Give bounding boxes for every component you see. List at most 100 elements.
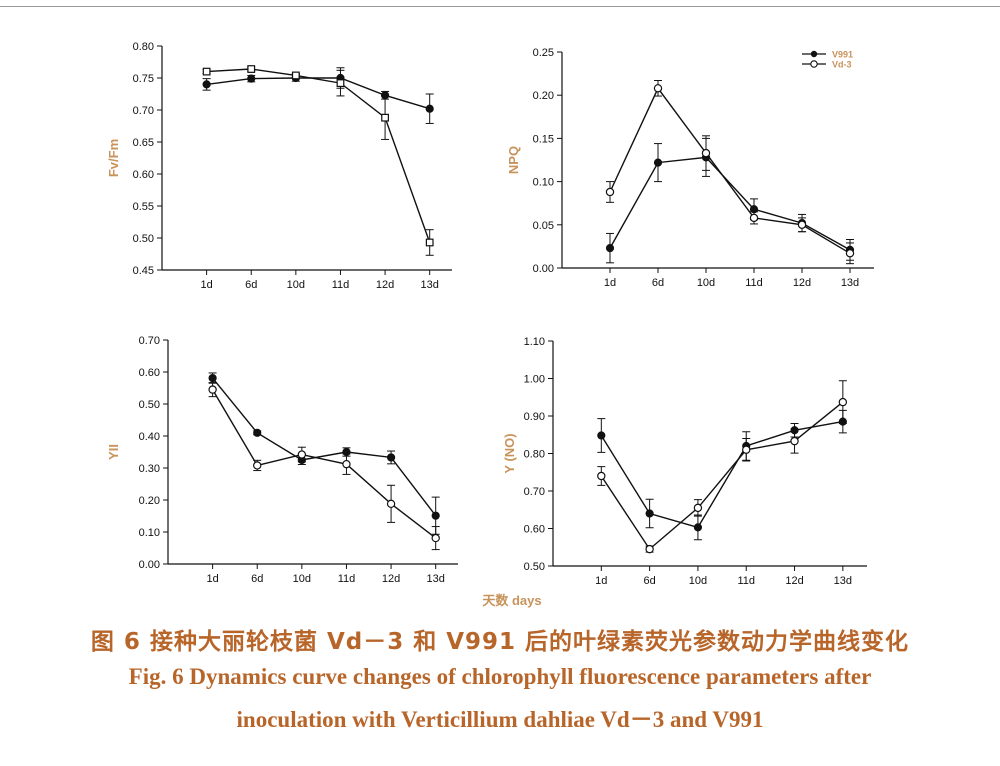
data-point-Vd-3: [291, 71, 300, 80]
y-tick-label: 0.60: [139, 367, 160, 379]
data-point-V991: [247, 74, 256, 83]
y-tick-label: 0.30: [139, 463, 160, 475]
data-point-Vd-3: [701, 148, 711, 158]
data-point-V991: [645, 509, 654, 518]
figure-panels: 0.45 0.50 0.55 0.60 0.65 0.70 0.75 0.80 1d 6d 10d 1…: [106, 41, 874, 608]
y-tick-label: 0.50: [524, 561, 545, 573]
y-tick-label: 0.60: [524, 524, 545, 536]
y-tick-label: 0.40: [139, 431, 160, 443]
data-point-Vd-3: [845, 249, 855, 258]
x-tick-label: 13d: [834, 575, 852, 587]
data-point-Vd-3: [431, 533, 440, 543]
y-tick-label: 0.80: [133, 41, 154, 53]
y-tick-label: 0.00: [533, 263, 554, 275]
chart-panel-bottom-right: 0.50 0.60 0.70 0.80 0.90 1.00 1.10 1d 6d 10d 11d 12…: [502, 336, 867, 587]
figure-caption-chinese: 图 6 接种大丽轮枝菌 Vd－3 和 V991 后的叶绿素荧光参数动力学曲线变化: [90, 629, 910, 655]
x-tick-label: 11d: [338, 573, 356, 585]
data-point-Vd-3: [645, 544, 654, 554]
y-axis-label: Fv/Fm: [106, 139, 121, 177]
x-tick-label: 11d: [737, 575, 755, 587]
x-tick-label: 10d: [287, 279, 305, 291]
x-tick-label: 13d: [841, 277, 859, 289]
top-rule: [0, 6, 1000, 7]
x-tick-label: 10d: [689, 575, 707, 587]
chart-panel-bottom-left: 0.00 0.10 0.20 0.30 0.40 0.50 0.60 0.70 1d 6d 10d 1…: [106, 335, 458, 585]
y-tick-label: 0.55: [133, 201, 154, 213]
x-tick-label: 11d: [745, 277, 763, 289]
y-axis-label: YII: [106, 444, 121, 460]
legend-marker: [810, 50, 818, 58]
data-point-Vd-3: [202, 67, 211, 76]
y-tick-label: 0.75: [133, 73, 154, 85]
data-point-V991: [386, 453, 396, 462]
data-point-Vd-3: [386, 499, 396, 509]
data-point-V991: [253, 428, 262, 437]
data-point-Vd-3: [653, 84, 663, 93]
y-tick-label: 0.20: [533, 90, 554, 102]
x-tick-label: 1d: [595, 575, 607, 587]
data-point-Vd-3: [790, 436, 799, 446]
x-tick-label: 12d: [382, 573, 400, 585]
x-tick-label: 12d: [793, 277, 811, 289]
x-tick-label: 6d: [652, 277, 664, 289]
y-tick-label: 0.60: [133, 169, 154, 181]
data-point-Vd-3: [381, 113, 389, 122]
x-tick-label: 10d: [293, 573, 311, 585]
data-point-Vd-3: [425, 238, 434, 247]
data-point-Vd-3: [342, 459, 351, 469]
legend-label: V991: [832, 50, 853, 60]
y-tick-label: 0.70: [133, 105, 154, 117]
data-point-Vd-3: [247, 65, 256, 73]
series-line-V991: [609, 156, 851, 251]
y-tick-label: 0.45: [133, 265, 154, 277]
data-point-V991: [425, 104, 434, 113]
x-tick-label: 6d: [643, 575, 655, 587]
y-tick-label: 0.15: [533, 133, 554, 145]
figure-caption-english-line1: Fig. 6 Dynamics curve changes of chlorop…: [128, 664, 872, 689]
data-point-V991: [431, 511, 440, 520]
y-tick-label: 0.50: [139, 399, 160, 411]
data-point-V991: [693, 523, 703, 532]
chart-panel-top-right: 0.00 0.05 0.10 0.15 0.20 0.25 1d 6d 10d 11d 12d 13d…: [506, 47, 874, 289]
data-point-V991: [208, 373, 217, 383]
legend-marker: [810, 60, 818, 68]
legend-label: Vd-3: [832, 60, 852, 70]
y-tick-label: 0.10: [533, 177, 554, 189]
x-tick-label: 13d: [427, 573, 445, 585]
x-tick-label: 6d: [251, 573, 263, 585]
data-point-Vd-3: [742, 445, 751, 454]
x-tick-label: 1d: [200, 279, 212, 291]
x-tick-label: 6d: [245, 279, 257, 291]
chart-panel-top-left: 0.45 0.50 0.55 0.60 0.65 0.70 0.75 0.80 1d 6d 10d 1…: [106, 41, 452, 291]
data-point-Vd-3: [597, 471, 606, 481]
data-point-Vd-3: [749, 213, 759, 223]
y-tick-label: 0.90: [524, 411, 545, 423]
y-axis-label: NPQ: [506, 146, 521, 174]
data-point-Vd-3: [693, 503, 703, 513]
data-point-Vd-3: [253, 461, 262, 470]
data-point-V991: [605, 244, 615, 253]
shared-x-axis-label: 天数 days: [482, 593, 541, 608]
x-tick-label: 13d: [421, 279, 439, 291]
data-point-Vd-3: [797, 220, 807, 229]
data-point-V991: [202, 80, 211, 89]
y-axis-label: Y (NO): [502, 433, 517, 473]
y-tick-label: 0.70: [524, 486, 545, 498]
x-tick-label: 12d: [785, 575, 803, 587]
y-tick-label: 0.20: [139, 495, 160, 507]
y-tick-label: 0.50: [133, 233, 154, 245]
y-tick-label: 1.10: [524, 336, 545, 348]
x-tick-label: 12d: [376, 279, 394, 291]
y-tick-label: 0.80: [524, 449, 545, 461]
series-line-Vd-3: [211, 389, 437, 539]
y-tick-label: 0.00: [139, 559, 160, 571]
data-point-Vd-3: [838, 397, 848, 407]
y-tick-label: 1.00: [524, 374, 545, 386]
x-tick-label: 10d: [697, 277, 715, 289]
series-line-V991: [212, 377, 437, 517]
data-point-V991: [597, 431, 606, 440]
data-point-Vd-3: [336, 79, 345, 88]
data-point-Vd-3: [208, 385, 217, 394]
y-tick-label: 0.70: [139, 335, 160, 347]
